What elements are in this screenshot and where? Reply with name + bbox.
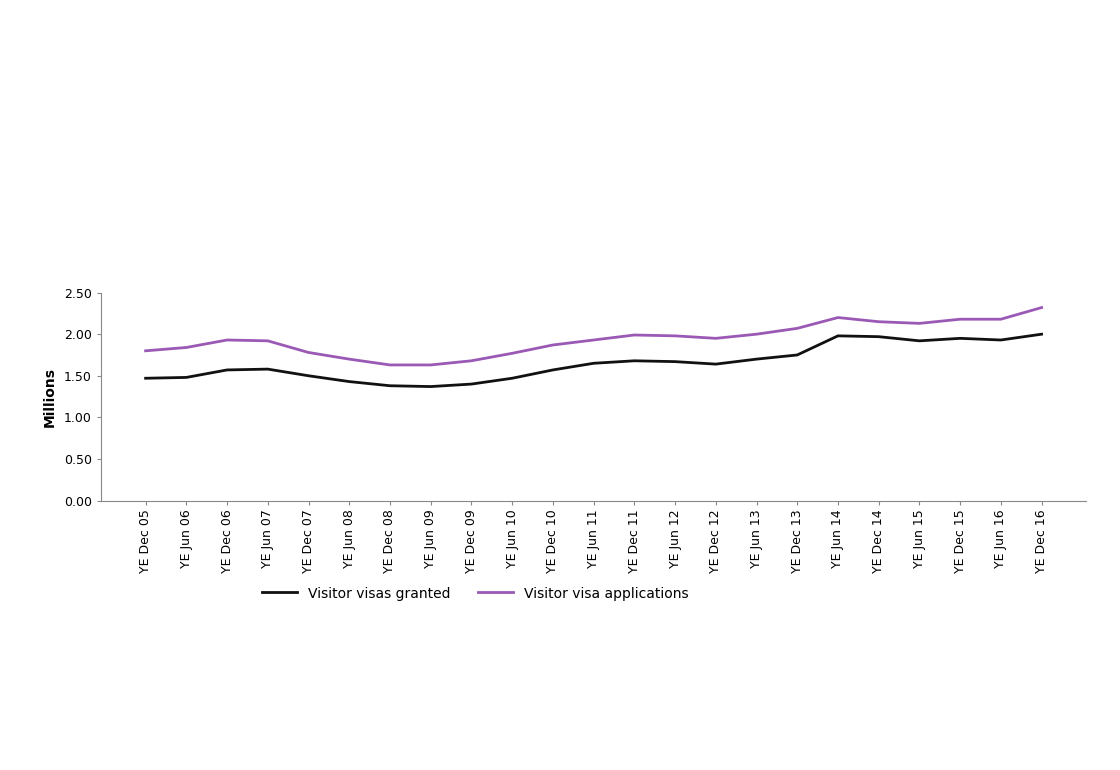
Visitor visas granted xyxy=(343,377,356,387)
Visitor visa applications xyxy=(383,360,396,370)
Visitor visa applications xyxy=(505,349,519,358)
Visitor visas granted xyxy=(424,382,438,391)
Line: Visitor visa applications: Visitor visa applications xyxy=(146,307,1042,365)
Y-axis label: Millions: Millions xyxy=(43,367,57,427)
Visitor visa applications xyxy=(301,348,315,357)
Visitor visa applications xyxy=(749,330,763,339)
Visitor visas granted xyxy=(953,333,967,343)
Visitor visa applications xyxy=(953,315,967,324)
Visitor visas granted xyxy=(995,336,1008,345)
Visitor visas granted xyxy=(791,350,804,360)
Visitor visa applications xyxy=(669,331,682,340)
Visitor visas granted xyxy=(587,359,600,368)
Visitor visas granted xyxy=(872,332,886,341)
Visitor visa applications xyxy=(709,333,722,343)
Visitor visas granted xyxy=(669,357,682,367)
Visitor visa applications xyxy=(913,319,926,328)
Visitor visas granted xyxy=(505,373,519,383)
Visitor visa applications xyxy=(424,360,438,370)
Line: Visitor visas granted: Visitor visas granted xyxy=(146,334,1042,387)
Visitor visas granted xyxy=(709,360,722,369)
Visitor visa applications xyxy=(261,336,274,346)
Visitor visa applications xyxy=(587,336,600,345)
Visitor visa applications xyxy=(791,323,804,333)
Visitor visas granted xyxy=(465,380,478,389)
Visitor visas granted xyxy=(383,381,396,390)
Visitor visa applications xyxy=(1035,303,1048,312)
Visitor visa applications xyxy=(872,317,886,326)
Visitor visa applications xyxy=(343,354,356,363)
Visitor visa applications xyxy=(547,340,560,350)
Visitor visa applications xyxy=(831,313,844,322)
Visitor visa applications xyxy=(221,336,234,345)
Visitor visa applications xyxy=(465,357,478,366)
Visitor visa applications xyxy=(995,315,1008,324)
Visitor visas granted xyxy=(1035,330,1048,339)
Visitor visa applications xyxy=(627,330,641,340)
Visitor visas granted xyxy=(913,336,926,346)
Legend: Visitor visas granted, Visitor visa applications: Visitor visas granted, Visitor visa appl… xyxy=(255,579,696,608)
Visitor visas granted xyxy=(179,373,193,382)
Visitor visas granted xyxy=(627,357,641,366)
Visitor visas granted xyxy=(547,365,560,374)
Visitor visas granted xyxy=(749,354,763,363)
Visitor visas granted xyxy=(301,371,315,380)
Visitor visas granted xyxy=(221,365,234,374)
Visitor visa applications xyxy=(179,343,193,352)
Visitor visas granted xyxy=(139,373,152,383)
Visitor visas granted xyxy=(831,331,844,340)
Visitor visas granted xyxy=(261,364,274,373)
Visitor visa applications xyxy=(139,346,152,356)
